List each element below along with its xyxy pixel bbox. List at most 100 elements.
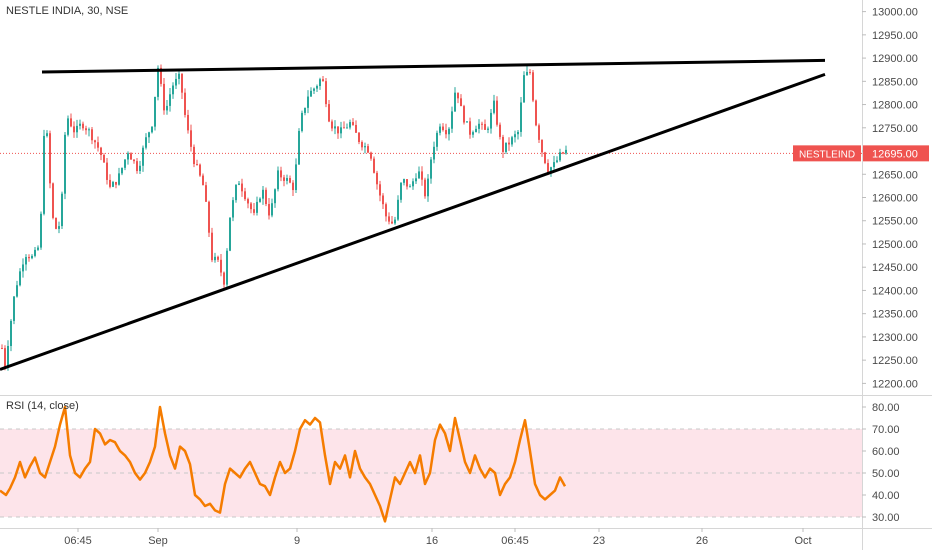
candle-body (274, 189, 276, 204)
time-tick-label: Oct (794, 535, 811, 547)
price-tick-label: 12450.00 (872, 262, 918, 274)
candle-body (451, 111, 453, 129)
candle-body (127, 153, 129, 160)
candle-body (121, 167, 123, 174)
price-tick-label: 12950.00 (872, 30, 918, 42)
candle-body (454, 92, 456, 112)
candle-body (85, 128, 87, 131)
candle-body (418, 171, 420, 179)
candle-body (175, 78, 177, 86)
candle-body (148, 132, 150, 138)
candle-body (241, 183, 243, 192)
candle-body (361, 142, 363, 148)
candle-body (520, 102, 522, 132)
candle-body (112, 181, 114, 187)
candle-body (505, 142, 507, 152)
candle-body (415, 178, 417, 182)
candle-body (376, 172, 378, 185)
candle-body (28, 257, 30, 259)
candle-body (346, 127, 348, 129)
time-tick-label: 06:45 (501, 535, 529, 547)
candle-body (340, 127, 342, 134)
candle-body (160, 67, 162, 84)
candle-body (202, 175, 204, 186)
candle-body (313, 88, 315, 91)
candle-body (436, 132, 438, 147)
candle-body (115, 181, 117, 185)
candle-body (334, 126, 336, 129)
candle-body (394, 219, 396, 224)
candle-body (412, 181, 414, 187)
candle-body (181, 73, 183, 93)
candle-body (82, 123, 84, 129)
candle-body (535, 100, 537, 126)
candle-body (364, 146, 366, 148)
candle-body (379, 184, 381, 196)
candle-body (16, 285, 18, 297)
price-tick-label: 12200.00 (872, 378, 918, 390)
candle-body (139, 165, 141, 172)
rsi-label: RSI (14, close) (6, 400, 79, 412)
candle-body (562, 152, 564, 154)
candle-body (472, 132, 474, 135)
candle-body (268, 204, 270, 216)
candle-body (481, 123, 483, 125)
candle-body (382, 195, 384, 205)
candle-body (178, 73, 180, 79)
candle-body (337, 126, 339, 134)
candle-body (70, 118, 72, 127)
candle-body (244, 191, 246, 200)
candle-body (307, 96, 309, 108)
candle-body (559, 152, 561, 161)
candle-body (25, 257, 27, 265)
candle-body (118, 173, 120, 185)
candle-body (541, 139, 543, 153)
candle-body (463, 106, 465, 123)
symbol-badge (793, 145, 861, 162)
candle-body (325, 81, 327, 105)
candle-body (499, 124, 501, 137)
candle-body (283, 177, 285, 181)
price-tick-label: 12550.00 (872, 216, 918, 228)
candle-body (538, 125, 540, 140)
price-tick-label: 12750.00 (872, 123, 918, 135)
candle-body (136, 161, 138, 172)
candle-body (52, 183, 54, 218)
candle-body (526, 71, 528, 76)
candle-body (532, 72, 534, 101)
candle-body (256, 201, 258, 213)
candle-body (403, 179, 405, 183)
candle-body (46, 133, 48, 136)
candle-body (43, 135, 45, 214)
candle-body (94, 140, 96, 143)
time-tick-label: 06:45 (64, 535, 92, 547)
rsi-tick-label: 60.00 (872, 446, 900, 458)
candle-body (199, 164, 201, 176)
candle-body (172, 85, 174, 95)
candle-body (163, 83, 165, 111)
candle-body (421, 171, 423, 180)
price-tick-label: 12350.00 (872, 309, 918, 321)
candle-body (34, 249, 36, 256)
candle-body (460, 98, 462, 107)
candle-body (193, 146, 195, 165)
time-tick-label: 23 (593, 535, 605, 547)
candle-body (187, 114, 189, 131)
candle-body (370, 152, 372, 159)
price-tick-label: 12900.00 (872, 53, 918, 65)
candle-body (475, 128, 477, 133)
candle-body (553, 162, 555, 168)
candle-body (295, 164, 297, 191)
candle-body (10, 320, 12, 347)
chart-title: NESTLE INDIA, 30, NSE (6, 5, 129, 17)
candle-body (565, 149, 567, 154)
candle-body (154, 96, 156, 127)
candle-body (550, 167, 552, 174)
candle-body (400, 182, 402, 200)
price-tick-label: 13000.00 (872, 7, 918, 19)
candle-body (547, 163, 549, 174)
candle-body (469, 121, 471, 135)
support-trendline (0, 72, 826, 371)
candle-body (4, 348, 6, 367)
